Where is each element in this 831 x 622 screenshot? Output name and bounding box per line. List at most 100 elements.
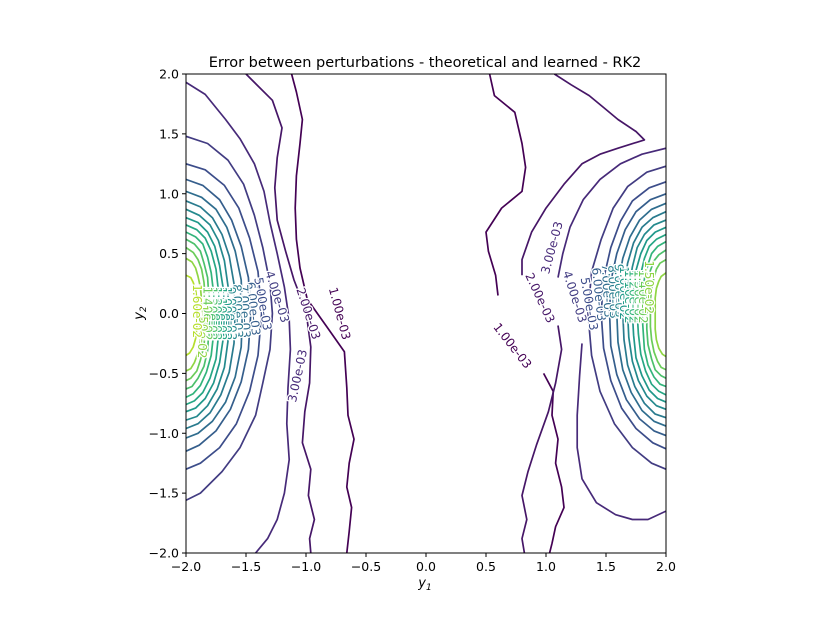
contour-line-right-9	[615, 202, 666, 427]
contour-label-group-6: 7.00e-03	[235, 283, 254, 340]
x-tick-label-5: 0.5	[476, 559, 496, 574]
y-axis-label: y2	[132, 306, 149, 321]
contour-label-29: 1.40e-02	[636, 270, 650, 324]
y-tick-label-8: 2.0	[159, 67, 179, 82]
contour-line-right-17	[654, 272, 666, 358]
contour-label-group-9: 1.00e-02	[219, 285, 236, 341]
contour-line-left-14	[186, 257, 203, 372]
contour-label-27: 1.20e-02	[627, 270, 641, 324]
contour-line-left-4	[186, 162, 263, 470]
x-tick-label-4: 0.0	[416, 559, 436, 574]
x-tick-label-7: 1.5	[596, 559, 616, 574]
contour-line-left-15	[186, 274, 198, 357]
x-tick-label-0: −2.0	[171, 559, 201, 574]
contour-line-right-14	[641, 240, 666, 388]
contour-label-group-23: 8.00e-03	[604, 264, 622, 321]
contour-line-left-10	[186, 224, 221, 406]
contour-label-group-11: 1.20e-02	[209, 285, 226, 341]
contour-line-right-4	[557, 147, 666, 278]
contour-line-left-7	[186, 200, 237, 430]
x-axis-ticks: −2.0 −1.5 −1.0 −0.5 0.0 0.5 1.0 1.5 2.0	[171, 553, 676, 574]
contour-label-group-25: 1.00e-02	[616, 265, 633, 321]
contour-label-group-14: 1.50e-02	[194, 303, 212, 360]
y-axis-label-subscript: 2	[139, 306, 149, 312]
contour-label-26: 1.10e-02	[622, 270, 636, 324]
contour-label-group-24: 9.00e-03	[610, 262, 627, 318]
contour-label-group-13: 1.40e-02	[199, 285, 216, 341]
contour-label-group-10: 1.10e-02	[214, 285, 231, 341]
contour-line-right-10	[621, 210, 666, 419]
x-tick-label-3: −0.5	[351, 559, 381, 574]
contour-line-right-12	[631, 226, 666, 403]
contour-label-group-8: 9.00e-03	[223, 285, 240, 341]
contour-label-group-21: 6.00e-03	[588, 266, 610, 323]
contour-line-right-5	[576, 343, 666, 521]
contour-label-group-5: 6.00e-03	[242, 280, 264, 337]
contour-line-right-16	[649, 258, 666, 371]
contour-line-left-9	[186, 216, 226, 413]
y-tick-label-0: −2.0	[149, 546, 179, 561]
y-axis-ticks: −2.0 −1.5 −1.0 −0.5 0.0 0.5 1.0 1.5 2.0	[149, 67, 186, 561]
contour-label-11: 1.20e-02	[210, 287, 224, 341]
contour-label-21: 6.00e-03	[589, 267, 609, 322]
contour-label-28: 1.30e-02	[631, 270, 645, 324]
contour-label-group-26: 1.10e-02	[621, 269, 638, 325]
x-tick-label-6: 1.0	[536, 559, 556, 574]
contour-label-9: 1.00e-02	[220, 287, 234, 341]
contour-label-6: 7.00e-03	[236, 284, 253, 338]
contour-label-13: 1.40e-02	[201, 287, 215, 341]
contour-label-group-30: 1.50e-02	[641, 259, 658, 315]
contour-label-23: 8.00e-03	[605, 265, 621, 319]
contour-line-right-7	[600, 180, 666, 450]
contour-line-left-2	[186, 81, 292, 553]
chart-title: Error between perturbations - theoretica…	[209, 55, 642, 71]
x-tick-label-2: −1.0	[291, 559, 321, 574]
contour-label-10: 1.10e-02	[215, 287, 229, 341]
contour-label-24: 9.00e-03	[612, 264, 627, 318]
contour-label-15: 1.60e-02	[190, 284, 204, 338]
x-axis-label-base: y	[417, 576, 426, 591]
contour-label-group-15: 1.60e-02	[189, 283, 206, 339]
contour-line-left-6	[186, 190, 244, 439]
contour-label-group-7: 8.00e-03	[228, 283, 246, 340]
contour-line-left-12	[186, 238, 211, 390]
y-tick-label-7: 1.5	[159, 126, 179, 141]
contour-line-right-13	[636, 233, 666, 396]
y-tick-label-6: 1.0	[159, 186, 179, 201]
contour-line-left-8	[186, 208, 231, 421]
contour-label-14: 1.50e-02	[195, 304, 211, 358]
contour-label-group-22: 7.00e-03	[598, 262, 617, 319]
x-axis-label: y1	[417, 576, 431, 593]
contour-line-left-0	[290, 74, 355, 553]
contour-line-right-11	[626, 219, 666, 411]
contour-line-right-15	[645, 249, 666, 379]
y-tick-label-5: 0.5	[159, 246, 179, 261]
x-tick-label-8: 2.0	[656, 559, 676, 574]
contour-label-7: 8.00e-03	[230, 284, 246, 338]
contour-line-right-6	[587, 165, 666, 470]
x-tick-label-1: −1.5	[231, 559, 261, 574]
contour-label-30: 1.50e-02	[642, 260, 656, 314]
contour-label-8: 9.00e-03	[224, 287, 239, 341]
y-tick-label-4: 0.0	[159, 306, 179, 321]
y-tick-label-2: −1.0	[149, 426, 179, 441]
y-tick-label-1: −1.5	[149, 486, 179, 501]
contour-label-group-12: 1.30e-02	[204, 285, 221, 341]
contour-line-right-2	[521, 74, 646, 276]
contour-line-right-1	[542, 372, 565, 553]
contour-label-group-28: 1.30e-02	[630, 269, 647, 325]
contour-line-left-11	[186, 231, 216, 399]
contour-line-left-5	[186, 178, 252, 452]
y-axis-label-base: y	[132, 312, 147, 321]
y-tick-label-3: −0.5	[149, 366, 179, 381]
contour-line-left-13	[186, 246, 207, 382]
contour-lines	[186, 74, 666, 553]
contour-line-right-0	[485, 74, 527, 296]
contour-line-left-1	[245, 74, 316, 553]
contour-label-group-29: 1.40e-02	[635, 269, 652, 325]
x-axis-label-subscript: 1	[426, 583, 432, 593]
contour-label-25: 1.00e-02	[617, 266, 631, 320]
contour-label-5: 6.00e-03	[243, 281, 263, 336]
